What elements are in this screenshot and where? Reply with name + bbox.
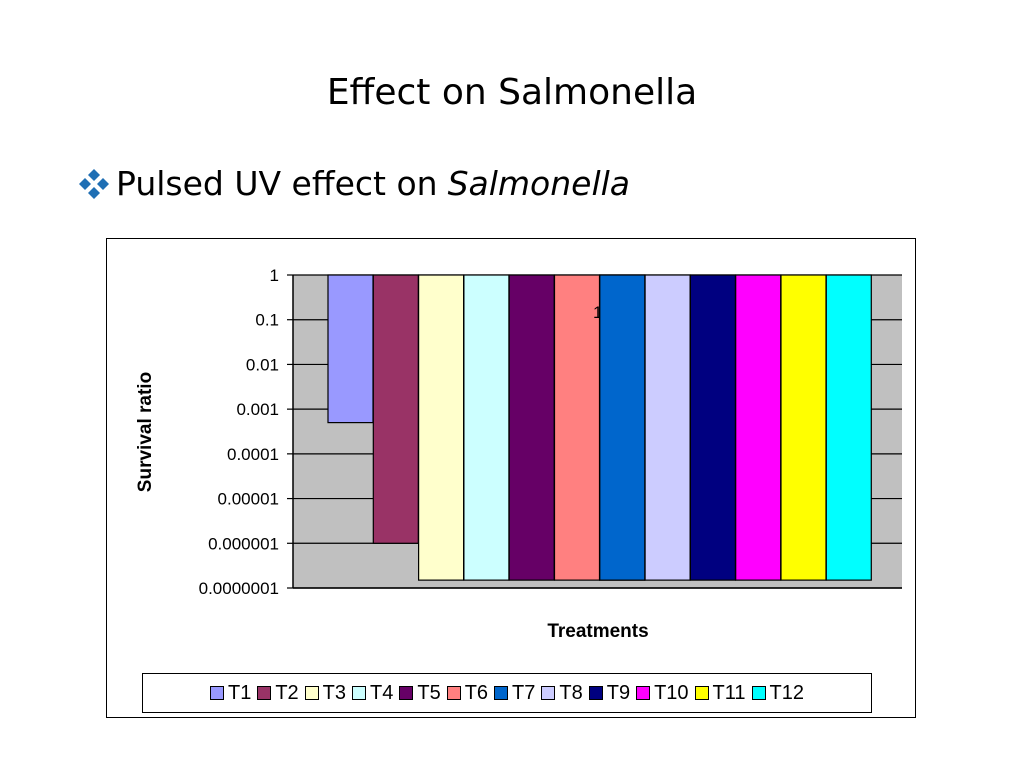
legend-item-t12: T12 [751, 681, 804, 705]
legend-swatch [352, 686, 367, 700]
legend-swatch [694, 686, 709, 700]
bar-t11 [780, 274, 827, 581]
chart-annotation: 1 [593, 303, 602, 322]
legend-label: T6 [464, 681, 489, 704]
legend-swatch [399, 686, 414, 700]
legend-item-t2: T2 [257, 681, 299, 705]
slide-title: Effect on Salmonella [326, 72, 698, 113]
bar-t10 [735, 274, 782, 581]
legend-swatch [446, 686, 461, 700]
bar-t12 [825, 274, 872, 581]
legend-item-t7: T7 [494, 682, 535, 705]
bar-t8 [644, 274, 691, 581]
legend-label: T8 [559, 681, 583, 704]
legend-label: T11 [712, 681, 746, 704]
legend-item-t6: T6 [446, 681, 489, 705]
bar-t7-overlay [599, 274, 646, 581]
legend-swatch [636, 686, 651, 700]
bar-t3 [418, 274, 465, 581]
legend-item-t4: T4 [352, 682, 393, 705]
legend-swatch [588, 686, 603, 700]
chart-legend: T1 T2 T3 T4 T5 T6 T7 T8 T9 T10 T11 T12 [142, 673, 872, 713]
legend-label: T9 [606, 681, 631, 704]
bullet-italic-text: Salmonella [447, 164, 631, 203]
legend-item-t11: T11 [694, 681, 746, 705]
legend-label: T2 [275, 681, 299, 704]
y-tick-label: 0.01 [246, 355, 279, 374]
legend-item-t9: T9 [588, 681, 631, 705]
x-axis-label: Treatments [547, 621, 648, 642]
legend-item-t3: T3 [304, 681, 347, 705]
legend-swatch [751, 686, 766, 700]
bullet-line: Pulsed UV effect on Salmonella [76, 164, 630, 203]
legend-item-t5: T5 [399, 681, 441, 705]
diamond-cluster-icon [79, 168, 109, 199]
y-axis-label: Survival ratio [135, 372, 156, 492]
legend-label: T10 [654, 681, 689, 704]
y-tick-label: 0.1 [255, 311, 279, 330]
legend-swatch [541, 686, 556, 700]
legend-label: T1 [227, 681, 252, 704]
legend-label: T3 [322, 681, 347, 704]
legend-swatch [209, 686, 224, 700]
y-tick-label: 0.00001 [218, 490, 279, 509]
legend-label: T12 [769, 681, 804, 704]
legend-label: T7 [512, 681, 536, 704]
legend-item-t8: T8 [541, 681, 583, 705]
bar-t1 [327, 274, 374, 424]
y-tick-label: 0.001 [236, 400, 279, 419]
legend-label: T4 [370, 681, 394, 704]
bar-t9 [689, 274, 737, 581]
bar-t5 [508, 274, 555, 581]
bar-t2 [372, 274, 419, 544]
legend-item-t1: T1 [209, 681, 252, 705]
y-tick-label: 1 [270, 266, 279, 285]
legend-label: T5 [417, 681, 441, 704]
legend-item-t10: T10 [636, 681, 689, 705]
bar-t4 [463, 274, 510, 581]
bullet-text: Pulsed UV effect on [116, 164, 438, 203]
y-tick-label: 0.000001 [208, 534, 279, 553]
legend-swatch [494, 686, 509, 700]
legend-swatch [304, 686, 319, 700]
bar-t6 [553, 274, 601, 581]
y-tick-label: 0.0000001 [199, 579, 279, 598]
legend-swatch [257, 686, 272, 700]
y-tick-label: 0.0001 [227, 445, 279, 464]
